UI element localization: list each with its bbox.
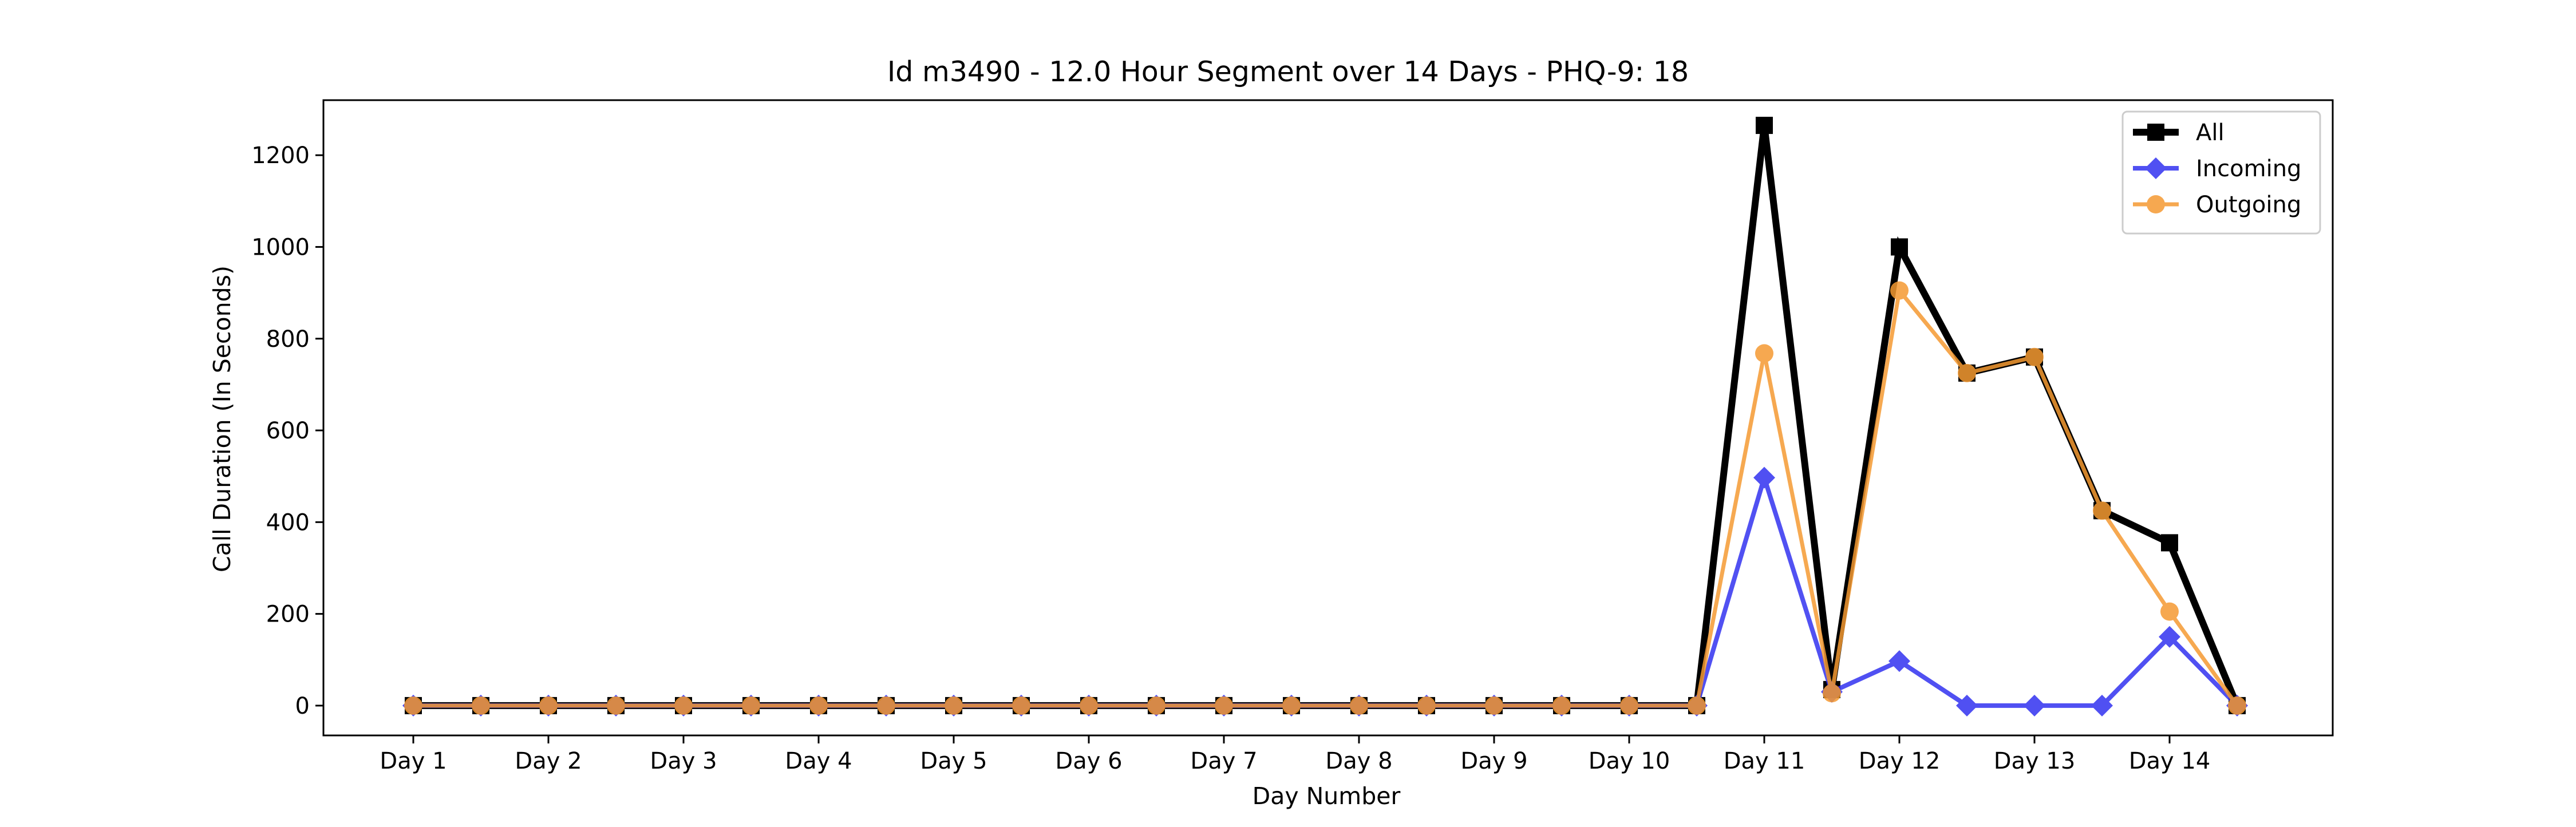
y-tick-label: 600 [266,418,310,444]
chart-title: Id m3490 - 12.0 Hour Segment over 14 Day… [887,56,1689,88]
x-tick-label: Day 6 [1055,748,1122,774]
x-tick-label: Day 9 [1460,748,1527,774]
x-tick-label: Day 4 [785,748,852,774]
x-tick-label: Day 10 [1589,748,1670,774]
data-point-outgoing [1958,363,1976,382]
data-point-outgoing [2025,347,2044,366]
data-point-outgoing [2228,696,2246,715]
data-point-outgoing [674,696,693,715]
legend-entry-incoming [2133,157,2179,179]
legend: All Incoming Outgoing [2121,110,2321,235]
data-point-all [1891,238,1908,256]
data-point-outgoing [539,696,558,715]
data-point-outgoing [1890,281,1909,300]
data-point-incoming [2159,626,2180,648]
plot-area: 0 200 400 600 800 1000 1200 Day 1 Day 2 Day 3 Day … [251,99,2334,774]
data-point-outgoing [607,696,625,715]
data-point-incoming [2024,694,2045,717]
x-tick-label: Day 2 [515,748,582,774]
legend-marker-incoming [2145,157,2167,179]
data-point-incoming [1753,466,1775,489]
series-outgoing [404,281,2246,715]
x-axis-title: Day Number [1253,782,1401,810]
legend-label-all: All [2196,120,2225,146]
data-point-incoming [1956,694,1978,717]
legend-label-outgoing: Outgoing [2196,192,2301,218]
data-point-outgoing [1215,696,1233,715]
data-point-outgoing [809,696,828,715]
y-axis-title: Call Duration (In Seconds) [208,266,236,572]
y-tick-label: 200 [266,602,310,628]
data-point-outgoing [1485,696,1503,715]
x-tick-label: Day 13 [1994,748,2076,774]
data-point-outgoing [877,696,895,715]
data-point-incoming [1888,650,1910,672]
legend-entry-outgoing [2133,195,2179,213]
data-point-all [1756,117,1773,134]
data-point-outgoing [1012,696,1030,715]
data-point-incoming [2091,694,2113,717]
legend-label-incoming: Incoming [2196,156,2301,182]
series-line-outgoing [413,286,2239,708]
data-point-outgoing [1282,696,1301,715]
x-tick-label: Day 11 [1724,748,1805,774]
y-tick-label: 1200 [251,143,310,169]
y-tick-label: 1000 [251,234,310,260]
data-point-outgoing [1620,696,1638,715]
data-point-outgoing [1755,344,1773,363]
data-point-outgoing [742,696,760,715]
data-point-outgoing [1688,696,1706,715]
x-tick-label: Day 3 [650,748,717,774]
legend-entry-all [2133,124,2179,141]
x-tick-label: Day 5 [920,748,987,774]
data-point-outgoing [1350,696,1368,715]
data-point-outgoing [1080,696,1098,715]
y-tick-label: 0 [295,693,310,719]
data-point-outgoing [945,696,963,715]
data-point-outgoing [1147,696,1165,715]
data-point-outgoing [2160,602,2179,621]
legend-marker-outgoing [2147,195,2165,213]
data-point-outgoing [404,696,422,715]
x-tick-label: Day 8 [1325,748,1392,774]
y-tick-label: 400 [266,509,310,536]
legend-marker-all [2147,124,2164,141]
data-point-outgoing [1417,696,1436,715]
data-point-outgoing [1552,696,1571,715]
data-point-outgoing [472,696,490,715]
x-tick-label: Day 14 [2129,748,2211,774]
x-tick-label: Day 7 [1190,748,1257,774]
x-tick-label: Day 12 [1859,748,1941,774]
data-point-outgoing [2093,501,2111,520]
data-point-outgoing [1823,684,1841,703]
data-point-all [2161,534,2178,552]
x-tick-label: Day 1 [380,748,447,774]
y-tick-label: 800 [266,326,310,353]
plot-frame [322,99,2334,737]
